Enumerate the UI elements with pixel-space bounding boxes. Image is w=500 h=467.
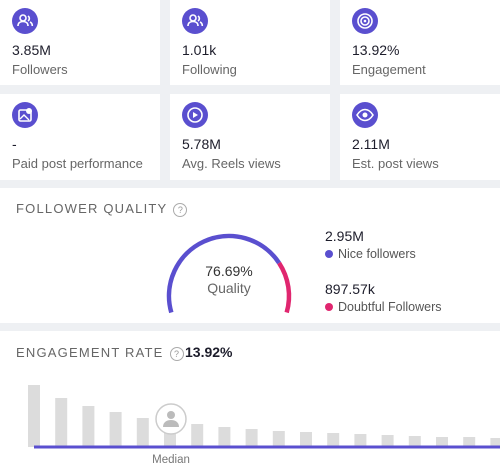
doubtful-label: Doubtful Followers: [338, 300, 442, 314]
section-title: ENGAGEMENT RATE?: [16, 345, 184, 361]
bar: [354, 434, 367, 447]
stat-value: 13.92%: [352, 42, 400, 58]
section-title: FOLLOWER QUALITY?: [16, 201, 188, 217]
bar: [327, 433, 340, 447]
bar: [136, 418, 149, 447]
icon: [182, 102, 208, 128]
icon: [12, 102, 38, 128]
stat-card: 1.01k Following: [170, 0, 330, 85]
stat-label: Following: [182, 62, 237, 77]
follower-quality-panel: FOLLOWER QUALITY? 76.69% Quality 2.95M N…: [0, 188, 500, 323]
bar: [436, 437, 448, 447]
bar: [82, 406, 95, 447]
engagement-panel: ENGAGEMENT RATE? 13.92% Median: [0, 331, 500, 467]
bar: [490, 438, 500, 447]
stat-card: 2.11M Est. post views: [340, 94, 500, 180]
stat-label: Avg. Reels views: [182, 156, 281, 171]
median-pin: [155, 403, 187, 435]
bar: [272, 431, 285, 447]
engagement-value: 13.92%: [185, 344, 233, 360]
stat-value: 1.01k: [182, 42, 217, 58]
stat-value: 2.11M: [352, 136, 390, 152]
stat-card: 5.78M Avg. Reels views: [170, 94, 330, 180]
icon: [182, 8, 208, 34]
gauge-nice: [166, 233, 281, 314]
nice-label: Nice followers: [338, 247, 416, 261]
bar: [408, 436, 421, 447]
bar: [381, 435, 394, 447]
stat-value: -: [12, 136, 17, 152]
bar: [109, 412, 122, 447]
stat-label: Paid post performance: [12, 156, 143, 171]
quality-value: 76.69%: [205, 263, 252, 279]
stat-card: 3.85M Followers: [0, 0, 160, 85]
doubtful-value: 897.57k: [325, 281, 376, 297]
legend-dot: [325, 303, 333, 311]
stat-value: 5.78M: [182, 136, 221, 152]
stat-label: Engagement: [352, 62, 426, 77]
help-icon[interactable]: ?: [169, 346, 184, 361]
bar: [55, 398, 68, 447]
legend-dot: [325, 250, 333, 258]
gauge: 76.69% Quality 2.95M Nice followers 897.…: [166, 228, 442, 314]
bar: [245, 429, 258, 447]
stat-card: - Paid post performance: [0, 94, 160, 180]
nice-value: 2.95M: [325, 228, 364, 244]
stat-label: Followers: [12, 62, 68, 77]
stat-label: Est. post views: [352, 156, 439, 171]
icon: [12, 8, 38, 34]
quality-caption: Quality: [207, 280, 251, 296]
median-label: Median: [152, 454, 190, 466]
stat-value: 3.85M: [12, 42, 51, 58]
icon: [352, 8, 378, 34]
bar: [300, 432, 312, 447]
title-text: FOLLOWER QUALITY: [16, 201, 168, 216]
bar: [191, 424, 204, 447]
bar: [463, 437, 476, 447]
stat-card: 13.92% Engagement: [340, 0, 500, 85]
bar: [28, 385, 40, 447]
gauge-doubtful: [277, 261, 292, 314]
help-icon[interactable]: ?: [173, 202, 188, 217]
distribution: Median: [28, 385, 500, 466]
bar: [218, 427, 231, 447]
title-text: ENGAGEMENT RATE: [16, 345, 164, 360]
icon: [352, 102, 378, 128]
